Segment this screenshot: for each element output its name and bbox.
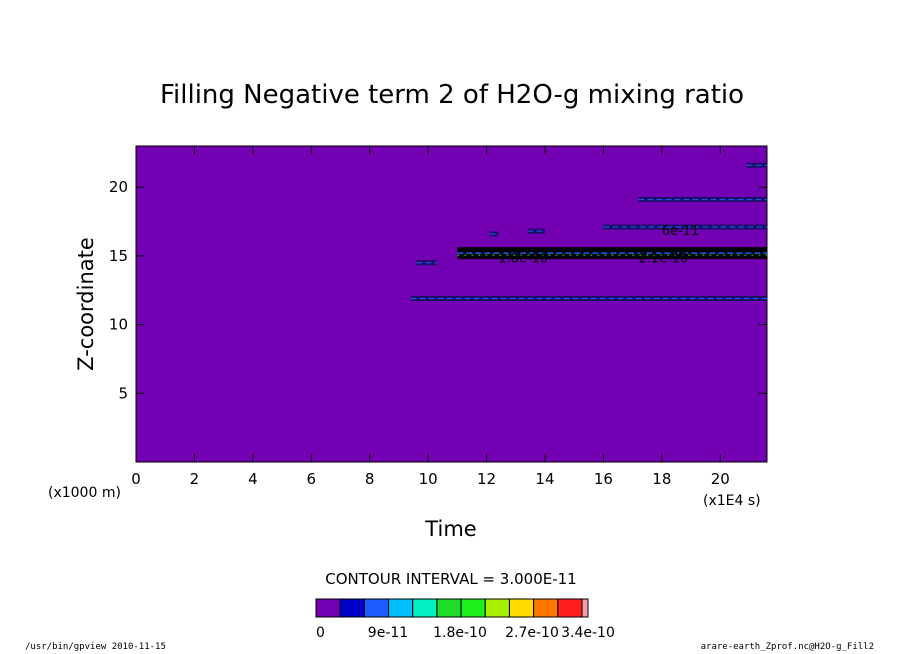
x-tick-label: 2 (190, 470, 200, 488)
contour-interval: CONTOUR INTERVAL = 3.000E-11 (325, 570, 576, 588)
x-tick-label: 10 (419, 470, 438, 488)
colorbar-label: 3.4e-10 (561, 625, 615, 641)
colorbar-swatch (436, 598, 462, 618)
contour-labels: 1.8e-10 2.1e-10 6e-11 (498, 224, 699, 266)
x-tick-label: 20 (711, 470, 730, 488)
x-tick-label: 0 (131, 470, 141, 488)
colorbar-swatch (581, 598, 589, 618)
x-tick-label: 8 (365, 470, 375, 488)
y-tick-label: 5 (118, 384, 128, 402)
colorbar-labels: 0 9e-11 1.8e-10 2.7e-10 3.4e-10 (316, 625, 615, 641)
colorbar-swatch (557, 598, 583, 618)
colorbar (315, 598, 589, 618)
contour-bands (410, 162, 767, 302)
x-tick-label: 14 (535, 470, 554, 488)
colorbar-label: 1.8e-10 (433, 625, 487, 641)
colorbar-swatch (533, 598, 559, 618)
x-unit-label: (x1E4 s) (703, 493, 761, 509)
colorbar-label: 9e-11 (368, 625, 408, 641)
colorbar-swatch (484, 598, 510, 618)
chart-title: Filling Negative term 2 of H2O-g mixing … (160, 80, 744, 110)
y-unit-label: (x1000 m) (48, 485, 121, 501)
y-axis-ticks: 5 10 15 20 (109, 178, 767, 402)
contour-label: 2.1e-10 (638, 251, 688, 266)
contour-label: 1.8e-10 (498, 251, 548, 266)
x-tick-label: 16 (594, 470, 613, 488)
colorbar-swatch (363, 598, 390, 618)
colorbar-swatch (508, 598, 535, 618)
y-axis-label: Z-coordinate (74, 237, 98, 371)
footer-left: /usr/bin/gpview 2010-11-15 (25, 642, 166, 652)
colorbar-swatch (388, 598, 414, 618)
contour-label: 6e-11 (662, 224, 700, 239)
colorbar-swatch (412, 598, 438, 618)
x-axis-ticks: 0 2 4 6 8 10 12 14 16 18 20 (131, 146, 730, 488)
contour-band (527, 228, 545, 234)
x-tick-label: 18 (652, 470, 671, 488)
y-tick-label: 15 (109, 247, 128, 265)
x-tick-label: 4 (248, 470, 258, 488)
colorbar-label: 0 (316, 625, 325, 641)
colorbar-label: 2.7e-10 (505, 625, 559, 641)
contour-band (410, 296, 767, 302)
y-tick-label: 10 (109, 316, 128, 334)
footer-right: arare-earth_Zprof.nc@H2O-g_Fill2 (700, 642, 874, 652)
colorbar-swatch (460, 598, 486, 618)
x-tick-label: 6 (307, 470, 317, 488)
colorbar-swatch (339, 598, 365, 618)
x-tick-label: 12 (477, 470, 496, 488)
plot-area (135, 145, 768, 463)
x-axis-label: Time (424, 517, 476, 541)
y-tick-label: 20 (109, 178, 128, 196)
colorbar-swatch (315, 598, 341, 618)
